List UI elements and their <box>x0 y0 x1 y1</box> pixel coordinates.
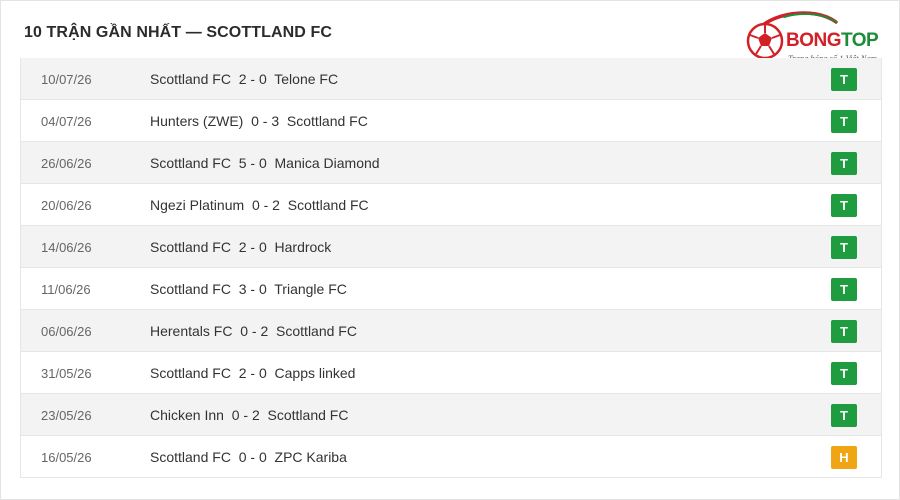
match-row[interactable]: 14/06/26 Scottland FC 2 - 0 Hardrock T <box>21 226 881 268</box>
home-team: Scottland FC <box>150 365 231 381</box>
match-score: 5 - 0 <box>238 155 267 171</box>
result-badge: T <box>831 278 857 301</box>
match-score: 0 - 2 <box>231 407 260 423</box>
home-team: Scottland FC <box>150 155 231 171</box>
match-fixture[interactable]: Scottland FC 3 - 0 Triangle FC <box>150 281 347 297</box>
match-list: 10/07/26 Scottland FC 2 - 0 Telone FC T 04/… <box>20 58 882 478</box>
match-date: 10/07/26 <box>41 72 92 87</box>
away-team: Scottland FC <box>286 113 368 129</box>
match-row[interactable]: 06/06/26 Herentals FC 0 - 2 Scottland FC T <box>21 310 881 352</box>
match-date: 31/05/26 <box>41 366 92 381</box>
away-team: Scottland FC <box>287 197 369 213</box>
home-team: Hunters (ZWE) <box>150 113 244 129</box>
match-fixture[interactable]: Ngezi Platinum 0 - 2 Scottland FC <box>150 197 369 213</box>
result-badge: T <box>831 68 857 91</box>
match-date: 23/05/26 <box>41 408 92 423</box>
result-badge: T <box>831 194 857 217</box>
match-score: 2 - 0 <box>238 239 267 255</box>
match-date: 04/07/26 <box>41 114 92 129</box>
away-team: Capps linked <box>274 365 356 381</box>
soccer-ball-icon <box>746 22 784 60</box>
result-badge: H <box>831 446 857 469</box>
match-fixture[interactable]: Scottland FC 5 - 0 Manica Diamond <box>150 155 380 171</box>
match-row[interactable]: 20/06/26 Ngezi Platinum 0 - 2 Scottland F… <box>21 184 881 226</box>
match-score: 0 - 3 <box>251 113 280 129</box>
match-row[interactable]: 11/06/26 Scottland FC 3 - 0 Triangle FC T <box>21 268 881 310</box>
away-team: Telone FC <box>274 71 339 87</box>
match-date: 14/06/26 <box>41 240 92 255</box>
match-fixture[interactable]: Herentals FC 0 - 2 Scottland FC <box>150 323 357 339</box>
result-badge: T <box>831 404 857 427</box>
match-fixture[interactable]: Scottland FC 2 - 0 Hardrock <box>150 239 331 255</box>
away-team: Triangle FC <box>274 281 347 297</box>
match-row[interactable]: 10/07/26 Scottland FC 2 - 0 Telone FC T <box>21 58 881 100</box>
result-badge: T <box>831 320 857 343</box>
page-title: 10 TRẬN GẦN NHẤT — SCOTTLAND FC <box>24 24 332 41</box>
match-fixture[interactable]: Hunters (ZWE) 0 - 3 Scottland FC <box>150 113 368 129</box>
match-date: 11/06/26 <box>41 282 91 297</box>
match-date: 20/06/26 <box>41 198 92 213</box>
logo-wordmark-part2: TOP <box>841 30 879 51</box>
match-score: 0 - 2 <box>251 197 280 213</box>
logo-wordmark: BONGTOP <box>786 30 879 52</box>
match-date: 16/05/26 <box>41 450 92 465</box>
match-row[interactable]: 16/05/26 Scottland FC 0 - 0 ZPC Kariba H <box>21 436 881 477</box>
match-score: 2 - 0 <box>238 71 267 87</box>
home-team: Chicken Inn <box>150 407 224 423</box>
result-badge: T <box>831 110 857 133</box>
logo-wordmark-part1: BONG <box>786 30 842 51</box>
match-row[interactable]: 04/07/26 Hunters (ZWE) 0 - 3 Scottland FC… <box>21 100 881 142</box>
match-score: 0 - 2 <box>240 323 269 339</box>
away-team: Manica Diamond <box>274 155 380 171</box>
away-team: Scottland FC <box>267 407 349 423</box>
match-row[interactable]: 26/06/26 Scottland FC 5 - 0 Manica Diamon… <box>21 142 881 184</box>
away-team: Hardrock <box>274 239 332 255</box>
home-team: Scottland FC <box>150 449 231 465</box>
home-team: Scottland FC <box>150 71 231 87</box>
match-score: 3 - 0 <box>238 281 267 297</box>
match-date: 06/06/26 <box>41 324 92 339</box>
home-team: Scottland FC <box>150 281 231 297</box>
match-date: 26/06/26 <box>41 156 92 171</box>
away-team: ZPC Kariba <box>274 449 347 465</box>
match-row[interactable]: 31/05/26 Scottland FC 2 - 0 Capps linked T <box>21 352 881 394</box>
match-fixture[interactable]: Scottland FC 2 - 0 Capps linked <box>150 365 355 381</box>
match-fixture[interactable]: Scottland FC 2 - 0 Telone FC <box>150 71 338 87</box>
home-team: Herentals FC <box>150 323 233 339</box>
away-team: Scottland FC <box>276 323 357 339</box>
match-fixture[interactable]: Scottland FC 0 - 0 ZPC Kariba <box>150 449 347 465</box>
result-badge: T <box>831 362 857 385</box>
home-team: Scottland FC <box>150 239 231 255</box>
match-row[interactable]: 23/05/26 Chicken Inn 0 - 2 Scottland FC T <box>21 394 881 436</box>
result-badge: T <box>831 152 857 175</box>
home-team: Ngezi Platinum <box>150 197 245 213</box>
match-score: 2 - 0 <box>238 365 267 381</box>
result-badge: T <box>831 236 857 259</box>
match-fixture[interactable]: Chicken Inn 0 - 2 Scottland FC <box>150 407 348 423</box>
match-score: 0 - 0 <box>238 449 267 465</box>
